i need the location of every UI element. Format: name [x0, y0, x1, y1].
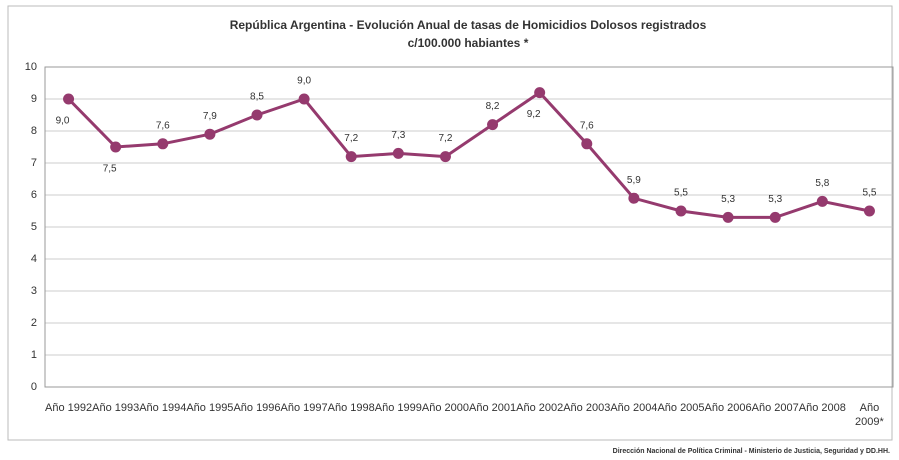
- chart-title: República Argentina - Evolución Anual de…: [230, 18, 707, 32]
- data-label: 9,0: [56, 116, 70, 127]
- data-label: 7,2: [438, 133, 452, 144]
- point: [251, 109, 263, 121]
- y-tick-label: 6: [31, 189, 37, 201]
- plot-frame: [44, 66, 894, 388]
- point: [63, 93, 75, 105]
- point: [722, 211, 734, 223]
- x-tick-label: Año 2007: [751, 402, 799, 414]
- y-tick-label: 2: [31, 317, 37, 329]
- y-tick-label: 4: [31, 253, 37, 265]
- point: [487, 119, 499, 131]
- data-label: 9,2: [527, 109, 541, 120]
- data-label: 5,9: [627, 175, 641, 186]
- data-label: 7,6: [156, 120, 170, 131]
- x-tick-label: Año 1992: [45, 402, 93, 414]
- line: [67, 90, 870, 219]
- x-tick-label: Año 2003: [563, 402, 611, 414]
- x-tick-label: Año 1995: [186, 402, 234, 414]
- y-tick-label: 1: [31, 349, 37, 361]
- point: [628, 192, 640, 204]
- data-label: 5,5: [862, 188, 876, 199]
- x-tick-label: Año 2006: [704, 402, 752, 414]
- point: [345, 151, 357, 163]
- x-tick-label: Año 2008: [798, 402, 846, 414]
- x-tick-label: Año 2004: [610, 402, 658, 414]
- data-label: 9,0: [297, 76, 311, 87]
- x-tick-label: Año 1993: [92, 402, 140, 414]
- y-tick-label: 3: [31, 285, 37, 297]
- point: [439, 151, 451, 163]
- x-tick-label: Año 2005: [657, 402, 705, 414]
- y-tick-label: 0: [31, 381, 37, 393]
- data-label: 7,9: [203, 111, 217, 122]
- data-label: 7,5: [103, 164, 117, 175]
- x-tick-label: Año 1997: [280, 402, 328, 414]
- point: [816, 195, 828, 207]
- data-label: 7,2: [344, 133, 358, 144]
- point: [863, 205, 875, 217]
- x-tick-label: Año 1994: [139, 402, 187, 414]
- x-tick-label: Año 1999: [374, 402, 422, 414]
- data-label: 5,3: [768, 194, 782, 205]
- x-tick-label: Año 2009*: [855, 402, 884, 428]
- x-tick-label: Año 2002: [516, 402, 564, 414]
- data-label: 5,5: [674, 188, 688, 199]
- y-tick-label: 8: [31, 125, 37, 137]
- data-label: 7,3: [391, 130, 405, 141]
- data-label: 7,6: [580, 120, 594, 131]
- x-tick-label: Año 1996: [233, 402, 281, 414]
- data-label: 8,5: [250, 92, 264, 103]
- point: [110, 141, 122, 153]
- data-label: 5,3: [721, 194, 735, 205]
- source: Dirección Nacional de Política Criminal …: [613, 448, 890, 455]
- point: [534, 87, 546, 99]
- point: [769, 211, 781, 223]
- x-tick-label: Año 2000: [421, 402, 469, 414]
- chart-frame: [7, 5, 893, 441]
- point: [675, 205, 687, 217]
- point: [581, 138, 593, 150]
- point: [204, 128, 216, 140]
- data-label: 8,2: [486, 101, 500, 112]
- point: [298, 93, 310, 105]
- x-tick-label: Año 2001: [469, 402, 517, 414]
- y-tick-label: 5: [31, 221, 37, 233]
- point: [157, 138, 169, 150]
- y-tick-label: 9: [31, 93, 37, 105]
- point: [392, 147, 404, 159]
- x-tick-label: Año 1998: [327, 402, 375, 414]
- y-tick-label: 7: [31, 157, 37, 169]
- data-label: 5,8: [815, 178, 829, 189]
- y-tick-label: 10: [25, 61, 37, 73]
- chart-subtitle: c/100.000 habiantes *: [408, 36, 529, 50]
